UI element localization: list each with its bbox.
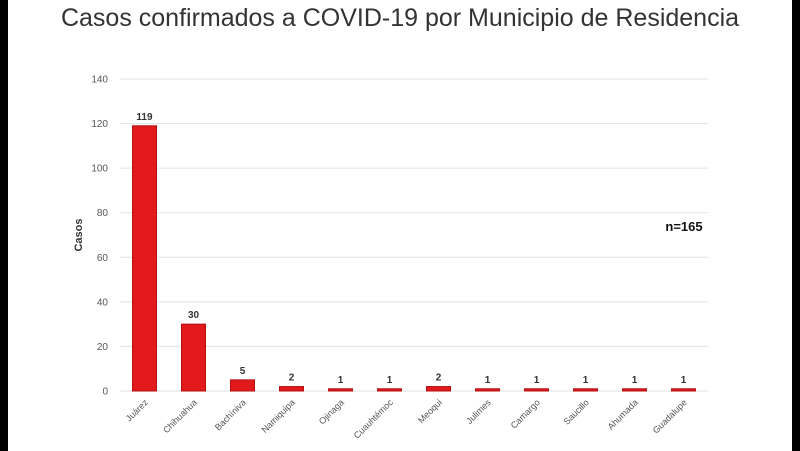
sample-size-annotation: n=165	[665, 219, 702, 234]
y-tick-label: 80	[97, 208, 109, 219]
y-tick-label: 140	[91, 75, 108, 86]
bar	[524, 388, 549, 392]
bar	[426, 386, 451, 392]
y-tick-label: 20	[97, 342, 109, 353]
bar	[132, 125, 157, 392]
category-label: Ojinaga	[317, 397, 346, 426]
y-tick-label: 40	[97, 297, 109, 308]
bar	[573, 388, 598, 392]
category-label: Cuauhtémoc	[352, 397, 396, 441]
data-label: 1	[534, 375, 540, 386]
bar	[622, 388, 647, 392]
chart-frame: Casos confirmados a COVID-19 por Municip…	[8, 0, 792, 451]
bar	[328, 388, 353, 392]
data-label: 1	[485, 375, 491, 386]
category-label: Juárez	[124, 397, 151, 424]
y-axis-ticks: 0 20 40 60 80 100 120 140	[91, 75, 108, 398]
category-label: Chihuahua	[161, 397, 199, 435]
data-label: 1	[338, 375, 344, 386]
y-tick-label: 100	[91, 164, 108, 175]
chart-title: Casos confirmados a COVID-19 por Municip…	[60, 4, 740, 32]
data-label: 2	[289, 373, 295, 384]
bar	[279, 386, 304, 392]
bar	[377, 388, 402, 392]
category-label: Ahumada	[606, 397, 640, 431]
data-label: 1	[681, 375, 687, 386]
gridlines	[120, 78, 708, 392]
bar	[671, 388, 696, 392]
x-axis-categories: Juárez Chihuahua Bachíniva Namiquipa Ojinaga…	[124, 397, 689, 441]
bar	[475, 388, 500, 392]
data-label: 1	[583, 375, 589, 386]
y-tick-label: 0	[102, 387, 108, 398]
category-label: Camargo	[509, 397, 542, 430]
category-label: Saucillo	[562, 397, 591, 426]
category-label: Namiquipa	[259, 397, 296, 434]
bar	[181, 323, 206, 392]
data-label: 119	[136, 112, 153, 123]
category-label: Meoqui	[416, 397, 444, 425]
category-label: Guadalupe	[651, 397, 689, 435]
data-label: 5	[240, 366, 246, 377]
data-label: 30	[188, 310, 200, 321]
data-labels: 119 30 5 2 1 1 2 1 1 1 1 1	[136, 112, 686, 386]
category-label: Julimes	[464, 397, 493, 426]
data-label: 1	[387, 375, 393, 386]
bars	[132, 125, 696, 392]
y-tick-label: 60	[97, 253, 109, 264]
category-label: Bachíniva	[213, 397, 248, 432]
data-label: 2	[436, 373, 442, 384]
y-tick-label: 120	[91, 119, 108, 130]
data-label: 1	[632, 375, 638, 386]
bar	[230, 379, 255, 392]
y-axis-label: Casos	[73, 218, 85, 251]
